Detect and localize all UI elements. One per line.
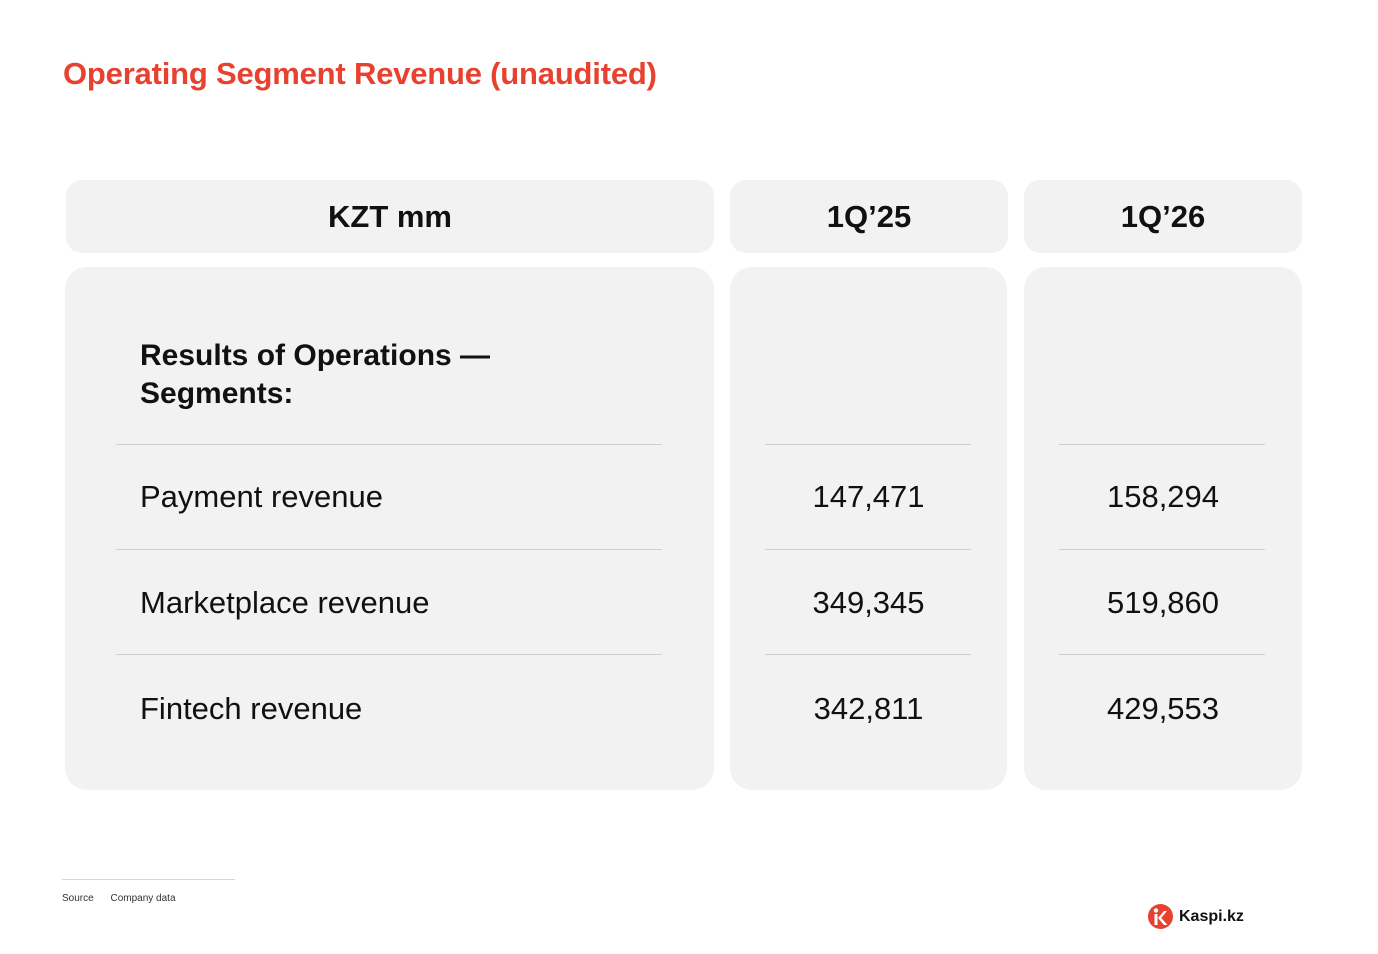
q1-26-column-panel: 158,294 519,860 429,553 [1024, 267, 1302, 790]
section-heading-line-1: Results of Operations — [140, 339, 491, 372]
row-divider [116, 549, 662, 550]
q1-25-column-panel: 147,471 349,345 342,811 [730, 267, 1007, 790]
value-marketplace-1q26: 519,860 [1106, 585, 1220, 620]
kaspi-logo-icon [1148, 904, 1173, 929]
brand-name: Kaspi.kz [1179, 907, 1244, 925]
value-marketplace-1q25: 349,345 [812, 585, 925, 620]
row-divider [765, 654, 971, 655]
row-divider [765, 549, 971, 550]
page-title: Operating Segment Revenue (unaudited) [63, 56, 657, 91]
column-header-1q26: 1Q’26 [1024, 180, 1302, 253]
row-divider [1059, 549, 1265, 550]
value-fintech-1q25: 342,811 [813, 691, 924, 726]
section-heading-line-2: Segments: [140, 377, 294, 410]
footnote-divider [62, 879, 235, 880]
value-fintech-1q26: 429,553 [1106, 691, 1220, 726]
source-label: Source [62, 893, 94, 904]
value-payment-1q26: 158,294 [1106, 479, 1220, 514]
section-heading: Results of Operations — Segments: [140, 337, 490, 413]
label-column-panel: Results of Operations — Segments: Paymen… [65, 267, 714, 790]
row-divider [116, 444, 662, 445]
row-label-payment: Payment revenue [140, 479, 383, 514]
row-divider [1059, 654, 1265, 655]
source-note: Source Company data [62, 893, 176, 904]
column-header-1q25: 1Q’25 [730, 180, 1008, 253]
column-header-unit: KZT mm [66, 180, 714, 253]
brand-logo: Kaspi.kz [1148, 904, 1244, 929]
row-divider [765, 444, 971, 445]
row-divider [116, 654, 662, 655]
source-value: Company data [110, 893, 176, 904]
row-label-marketplace: Marketplace revenue [140, 585, 430, 620]
row-label-fintech: Fintech revenue [140, 691, 363, 726]
row-divider [1059, 444, 1265, 445]
value-payment-1q25: 147,471 [812, 479, 925, 514]
